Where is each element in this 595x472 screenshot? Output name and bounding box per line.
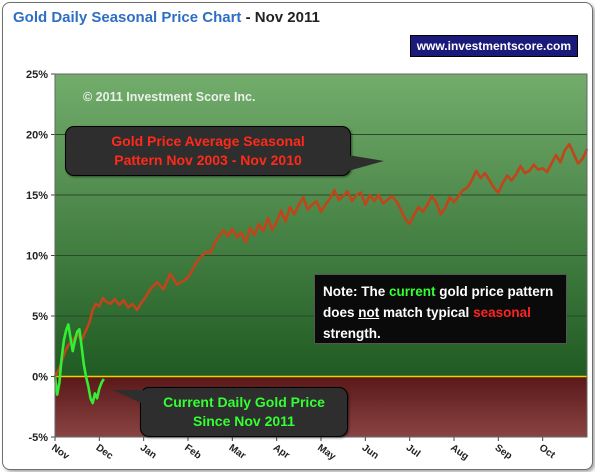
y-tick-label: 0% <box>32 372 48 384</box>
y-tick-label: 20% <box>26 130 48 142</box>
y-tick-label: -5% <box>28 432 48 444</box>
x-tick-label: Aug <box>448 442 470 462</box>
callout-pointer <box>348 155 384 171</box>
note-text: Note: The <box>323 284 389 299</box>
current-callout-line1: Current Daily Gold Price <box>163 394 325 410</box>
y-tick-label: 15% <box>26 190 48 202</box>
plot-border <box>54 73 588 438</box>
x-tick-label: Oct <box>537 442 558 461</box>
y-axis: -5% 0% 5% 10% 15% 20% 25% <box>26 69 55 444</box>
note-text: match typical <box>379 305 474 320</box>
website-link[interactable]: www.investmentscore.com <box>409 35 578 57</box>
x-tick-label: May <box>315 442 338 462</box>
note-word-seasonal: seasonal <box>473 305 531 320</box>
x-tick-label: Apr <box>271 442 292 461</box>
y-tick-label: 5% <box>32 311 48 323</box>
copyright-notice: © 2011 Investment Score Inc. <box>83 90 256 104</box>
note-word-current: current <box>389 284 436 299</box>
x-tick-label: Feb <box>182 442 203 461</box>
title-main: Gold Daily Seasonal Price Chart <box>13 9 242 26</box>
note-text: gold price pattern does <box>323 284 554 320</box>
seasonal-callout: Gold Price Average Seasonal Pattern Nov … <box>65 126 384 176</box>
x-axis: Nov Dec Jan Feb Mar Apr May Jun Jul Aug Sep Oct <box>49 437 557 463</box>
seasonal-series-line <box>53 142 589 378</box>
note-word-not: not <box>358 305 380 320</box>
note-box: Note: The current gold price pattern doe… <box>314 274 567 344</box>
current-series-line <box>53 323 105 405</box>
note-text: strength. <box>323 326 381 341</box>
x-tick-label: Mar <box>227 442 248 461</box>
y-tick-label: 10% <box>26 251 48 263</box>
title-separator: - <box>241 9 255 26</box>
x-tick-label: Nov <box>49 442 71 462</box>
x-tick-label: Jun <box>360 442 381 461</box>
current-callout: Current Daily Gold Price Since Nov 2011 <box>113 387 348 437</box>
x-tick-label: Sep <box>493 442 514 462</box>
title-date: Nov 2011 <box>254 9 320 26</box>
y-tick-label: 25% <box>26 69 48 81</box>
current-callout-line2: Since Nov 2011 <box>193 413 295 429</box>
seasonal-callout-line2: Pattern Nov 2003 - Nov 2010 <box>114 152 302 168</box>
chart-title: Gold Daily Seasonal Price Chart - Nov 20… <box>13 9 320 26</box>
callout-pointer <box>113 390 143 404</box>
seasonal-callout-line1: Gold Price Average Seasonal <box>111 133 305 149</box>
x-tick-label: Jul <box>404 442 422 459</box>
x-tick-label: Dec <box>94 442 116 462</box>
x-tick-label: Jan <box>138 442 158 461</box>
